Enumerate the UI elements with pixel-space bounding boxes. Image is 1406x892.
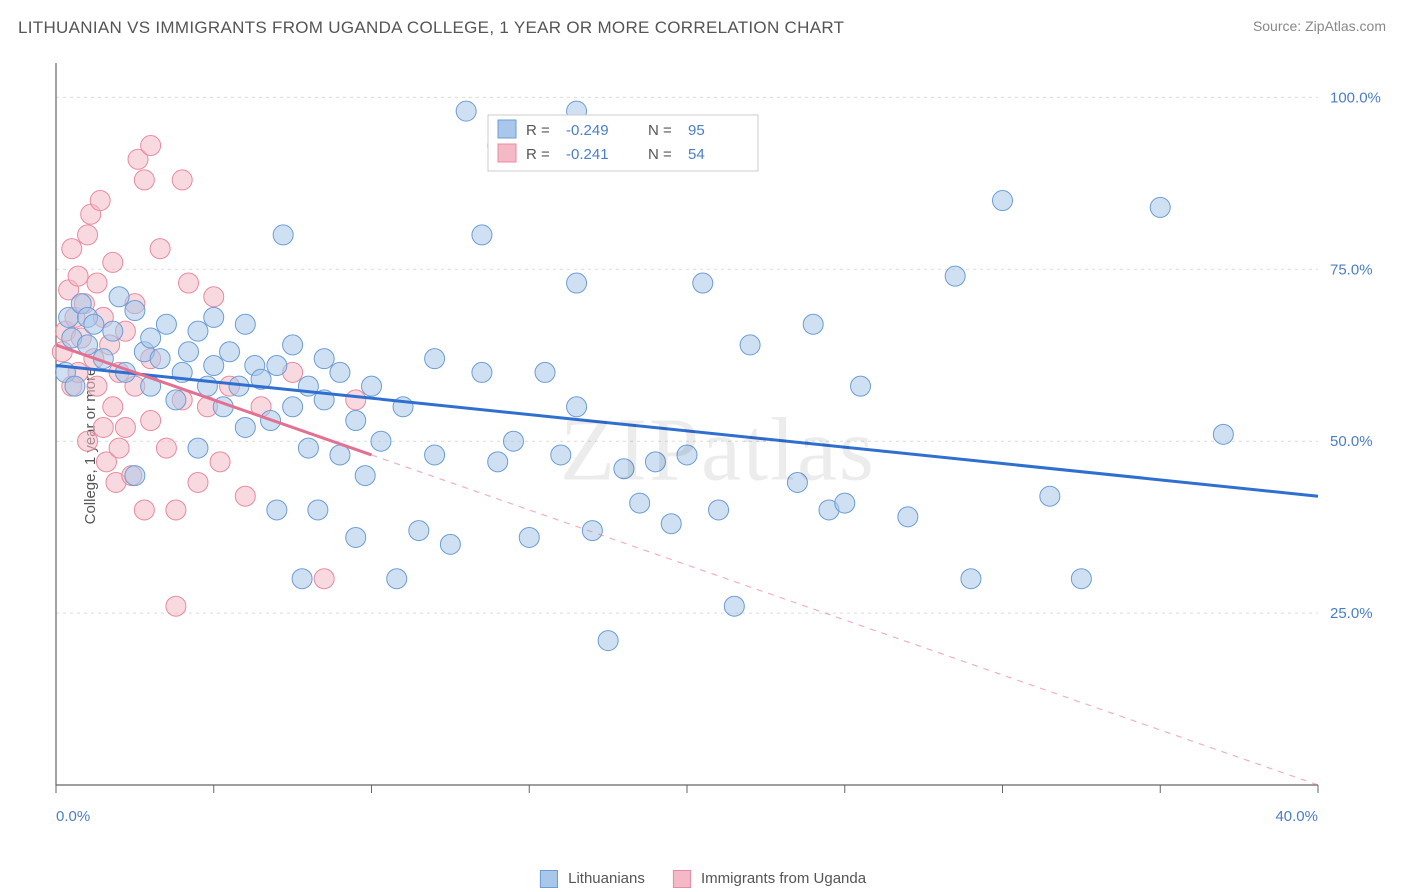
footer-legend: Lithuanians Immigrants from Uganda bbox=[540, 870, 866, 888]
svg-text:40.0%: 40.0% bbox=[1275, 808, 1318, 825]
chart-title: LITHUANIAN VS IMMIGRANTS FROM UGANDA COL… bbox=[18, 18, 844, 38]
chart-area: ZIPatlas 25.0%50.0%75.0%100.0%0.0%40.0%R… bbox=[48, 55, 1388, 845]
legend-item-lithuanians: Lithuanians bbox=[540, 870, 645, 888]
svg-text:100.0%: 100.0% bbox=[1330, 89, 1381, 106]
source-link[interactable]: ZipAtlas.com bbox=[1305, 18, 1386, 34]
legend-label-lithuanians: Lithuanians bbox=[568, 870, 645, 887]
svg-text:0.0%: 0.0% bbox=[56, 808, 90, 825]
source-attribution: Source: ZipAtlas.com bbox=[1253, 18, 1386, 34]
svg-text:R =: R = bbox=[526, 146, 550, 163]
svg-text:-0.241: -0.241 bbox=[566, 146, 609, 163]
svg-text:54: 54 bbox=[688, 146, 705, 163]
legend-swatch-blue bbox=[540, 870, 558, 888]
svg-text:75.0%: 75.0% bbox=[1330, 261, 1373, 278]
svg-text:R =: R = bbox=[526, 122, 550, 139]
scatter-chart: 25.0% 50.0% 75.0% 100.0% 0.0% 40.0% R = -0.249 N… bbox=[48, 55, 1388, 845]
svg-text:N =: N = bbox=[648, 146, 672, 163]
legend-label-uganda: Immigrants from Uganda bbox=[701, 870, 866, 887]
svg-text:50.0%: 50.0% bbox=[1330, 433, 1373, 450]
source-prefix: Source: bbox=[1253, 18, 1301, 34]
svg-text:-0.249: -0.249 bbox=[566, 122, 609, 139]
svg-text:25.0%: 25.0% bbox=[1330, 605, 1373, 622]
svg-text:N =: N = bbox=[648, 122, 672, 139]
svg-text:95: 95 bbox=[688, 122, 705, 139]
legend-item-uganda: Immigrants from Uganda bbox=[673, 870, 866, 888]
legend-swatch-pink bbox=[673, 870, 691, 888]
